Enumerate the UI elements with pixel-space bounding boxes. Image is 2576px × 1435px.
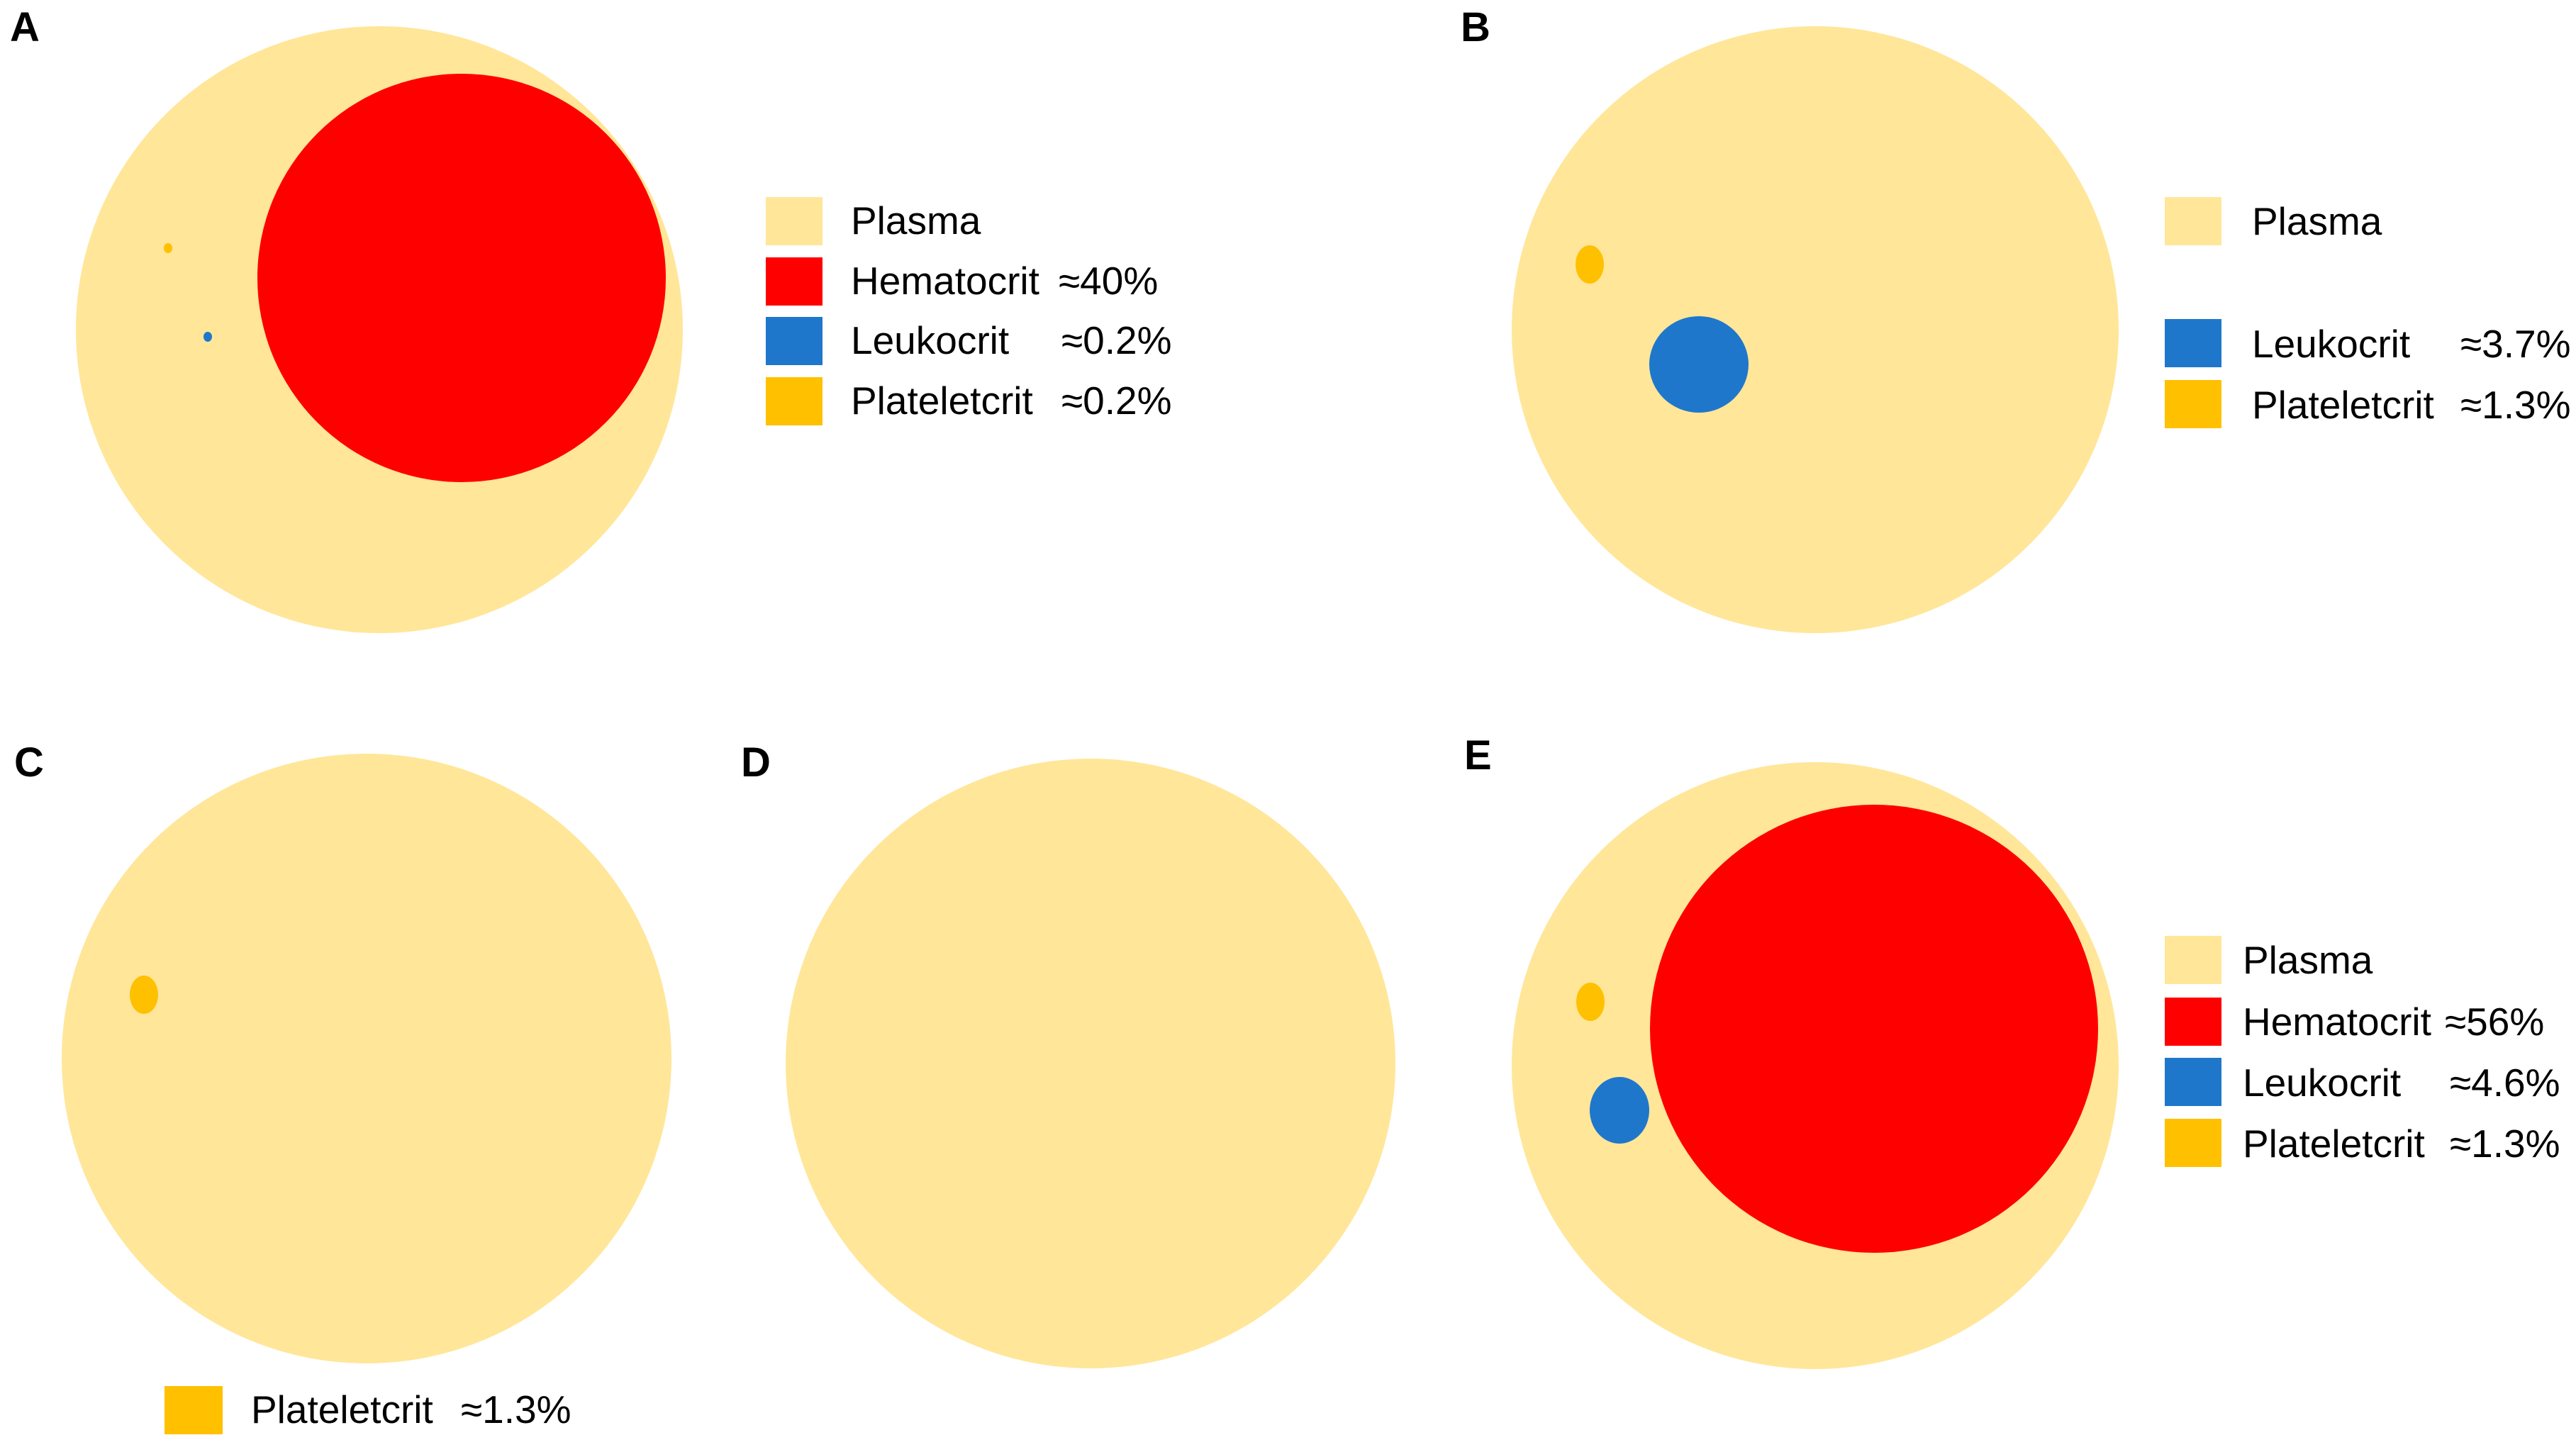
panel-e-legend: Plasma Hematocrit ≈56% Leukocrit ≈4.6% P… [2165,936,2560,1167]
panel-b-legend: Plasma Leukocrit ≈3.7% Plateletcrit ≈1.3… [2165,197,2571,428]
panel-c-plasma-circle [62,754,671,1363]
panel-a-legend-swatch-plasma [766,197,823,245]
panel-e-legend-value-plateletcrit: ≈1.3% [2450,1122,2560,1166]
panel-a-legend-swatch-hematocrit [766,257,823,306]
panel-a-legend-swatch-leukocrit [766,317,823,365]
panel-a-legend-value-leukocrit: ≈0.2% [1061,318,1172,362]
panel-e-leukocrit-ellipse [1590,1077,1649,1144]
panel-b-legend-value-leukocrit: ≈3.7% [2460,322,2571,366]
panel-c-legend-label-plateletcrit: Plateletcrit [251,1387,433,1431]
panel-c-legend: Plateletcrit ≈1.3% [165,1386,571,1434]
panel-b-leukocrit-ellipse [1649,316,1749,413]
panel-e-legend-label-leukocrit: Leukocrit [2243,1061,2401,1105]
panel-a-legend-label-plasma: Plasma [851,199,981,242]
panel-a-legend: Plasma Hematocrit ≈40% Leukocrit ≈0.2% P… [766,197,1172,425]
panel-a-legend-label-plateletcrit: Plateletcrit [851,379,1033,423]
panel-b-legend-swatch-leukocrit [2165,319,2221,367]
panel-e-legend-swatch-plateletcrit [2165,1119,2221,1167]
panel-b-legend-value-plateletcrit: ≈1.3% [2460,383,2571,427]
panel-a-plateletcrit-ellipse [164,243,172,253]
panel-e: E Plasma Hematocrit ≈56% Leukocrit ≈4.6%… [1464,732,2560,1369]
panel-b-legend-swatch-plateletcrit [2165,380,2221,428]
panel-a-legend-label-leukocrit: Leukocrit [851,318,1009,362]
panel-d: D [741,739,1395,1368]
panel-e-legend-label-plasma: Plasma [2243,938,2373,982]
panel-e-legend-swatch-plasma [2165,936,2221,984]
panel-c-legend-value-plateletcrit: ≈1.3% [461,1387,571,1431]
panel-b-plasma-circle [1512,26,2119,633]
panel-e-legend-value-leukocrit: ≈4.6% [2450,1061,2560,1105]
panel-a-legend-swatch-plateletcrit [766,377,823,425]
panel-c-plateletcrit-ellipse [130,976,158,1014]
panel-b-legend-label-plateletcrit: Plateletcrit [2252,383,2434,427]
panel-b-legend-label-plasma: Plasma [2252,199,2382,243]
panel-a-leukocrit-ellipse [203,332,212,342]
panel-b-legend-swatch-plasma [2165,197,2221,245]
panel-e-legend-value-hematocrit: ≈56% [2445,1000,2544,1044]
panel-e-legend-label-hematocrit: Hematocrit [2243,1000,2431,1044]
panel-a-legend-label-hematocrit: Hematocrit [851,259,1039,303]
panel-a-legend-value-hematocrit: ≈40% [1059,259,1158,303]
panel-d-letter: D [741,739,771,786]
panel-c-letter: C [14,739,44,786]
panel-e-letter: E [1464,732,1492,778]
panel-e-plateletcrit-ellipse [1576,983,1605,1021]
panel-c-legend-swatch-plateletcrit [165,1386,223,1434]
panel-e-legend-label-plateletcrit: Plateletcrit [2243,1122,2425,1166]
panel-b-plateletcrit-ellipse [1576,245,1604,284]
panel-c: C Plateletcrit ≈1.3% [14,739,671,1434]
panel-e-hematocrit-circle [1650,805,2098,1253]
panel-a: A Plasma Hematocrit ≈40% Leukocrit ≈0.2%… [10,4,1172,633]
panel-b-legend-label-leukocrit: Leukocrit [2252,322,2410,366]
panel-e-legend-swatch-hematocrit [2165,998,2221,1046]
panel-d-plasma-circle [786,759,1395,1368]
panel-a-letter: A [10,4,40,50]
panel-b-letter: B [1461,4,1490,50]
panel-e-legend-swatch-leukocrit [2165,1058,2221,1106]
panel-a-legend-value-plateletcrit: ≈0.2% [1061,379,1172,423]
panel-a-hematocrit-circle [257,74,666,482]
panel-b: B Plasma Leukocrit ≈3.7% Plateletcrit ≈1… [1461,4,2571,633]
